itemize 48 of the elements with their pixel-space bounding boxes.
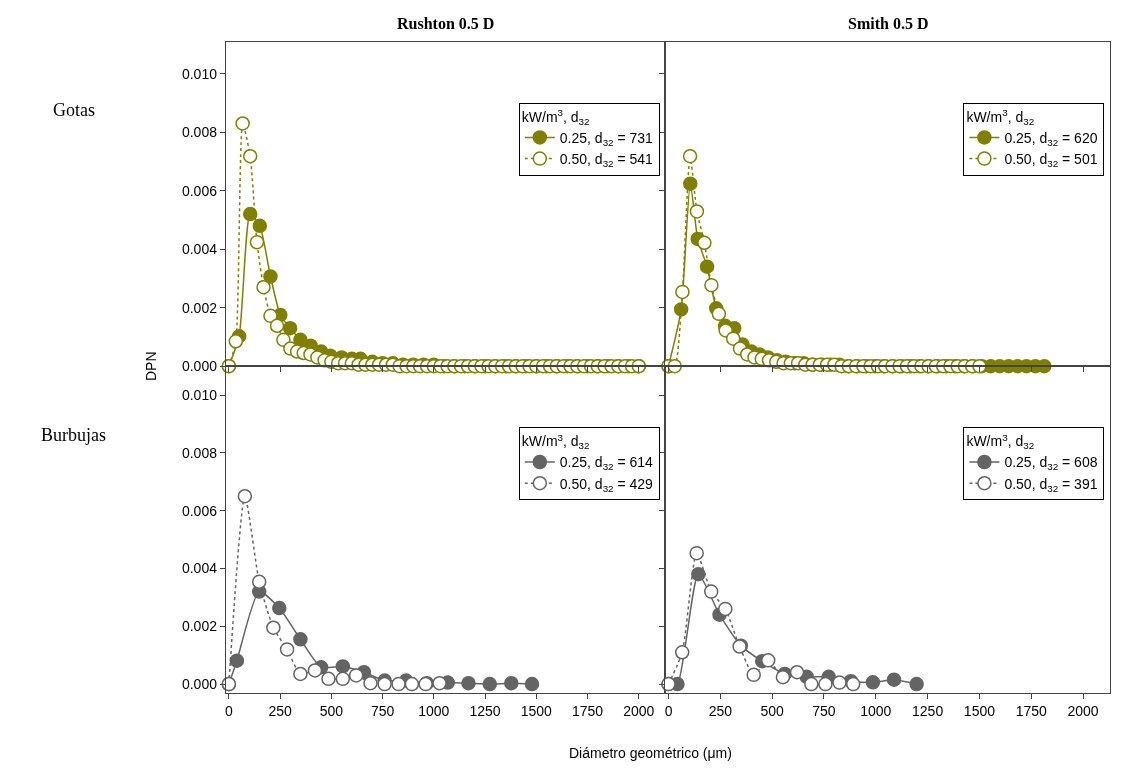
legend-label: 0.50, d$_{32}$ = 501 — [1004, 151, 1098, 169]
x-tick-label: 250 — [708, 702, 733, 719]
legend-label: 0.50, d$_{32}$ = 429 — [559, 475, 654, 494]
y-tick-label: 0.002 — [181, 618, 218, 635]
text: Burbujas — [41, 425, 106, 445]
x-tick-label: 0 — [664, 702, 673, 719]
legend-title: kW/m$^{3}$, d$_{32}$ — [966, 106, 1035, 127]
y-tick-label: 0.004 — [181, 241, 218, 258]
x-tick-label: 1500 — [520, 702, 553, 719]
x-tick-label: 1750 — [571, 702, 604, 719]
x-tick-label: 750 — [812, 702, 836, 719]
y-tick-label: 0.002 — [181, 299, 218, 316]
x-tick-label: 750 — [370, 702, 395, 719]
y-tick-label: 0.010 — [181, 65, 218, 82]
y-tick-label: 0.006 — [181, 182, 218, 199]
x-tick-label: 2000 — [623, 702, 655, 719]
x-tick-label: 250 — [268, 702, 292, 719]
y-axis-title: DPN — [142, 351, 159, 382]
legend-title: kW/m$^{3}$, d$_{32}$ — [521, 106, 590, 127]
y-tick-label: 0.000 — [181, 358, 218, 375]
x-tick-label: 1750 — [1015, 702, 1048, 719]
y-tick-label: 0.004 — [181, 560, 218, 577]
x-tick-label: 0 — [224, 702, 233, 719]
legend-title: kW/m$^{3}$, d$_{32}$ — [966, 431, 1035, 452]
x-axis-title: Diámetro geométrico (μm) — [569, 745, 732, 761]
y-tick-label: 0.000 — [181, 675, 218, 692]
legend-label: 0.25, d$_{32}$ = 731 — [559, 129, 654, 148]
y-tick-label: 0.008 — [181, 444, 218, 461]
y-tick-label: 0.006 — [181, 502, 218, 519]
legend-label: 0.50, d$_{32}$ = 391 — [1004, 475, 1098, 494]
chart-title: Smith 0.5 D — [848, 15, 929, 32]
x-tick-label: 2000 — [1067, 702, 1099, 719]
x-tick-label: 500 — [760, 702, 785, 719]
x-tick-label: 1000 — [860, 702, 892, 719]
legend-title: kW/m$^{3}$, d$_{32}$ — [521, 431, 590, 452]
text: Gotas — [53, 100, 95, 120]
legend-label: 0.50, d$_{32}$ = 541 — [559, 151, 654, 169]
legend-label: 0.25, d$_{32}$ = 608 — [1004, 454, 1098, 473]
chart-title: Rushton 0.5 D — [397, 15, 495, 32]
legend-label: 0.25, d$_{32}$ = 620 — [1004, 129, 1098, 148]
x-tick-label: 1250 — [469, 702, 501, 719]
y-tick-label: 0.008 — [181, 124, 218, 141]
x-tick-label: 1250 — [912, 702, 944, 719]
y-tick-label: 0.010 — [181, 386, 218, 403]
x-tick-label: 1500 — [963, 702, 996, 719]
legend-label: 0.25, d$_{32}$ = 614 — [559, 454, 654, 473]
x-tick-label: 1000 — [418, 702, 450, 719]
x-tick-label: 500 — [319, 702, 344, 719]
